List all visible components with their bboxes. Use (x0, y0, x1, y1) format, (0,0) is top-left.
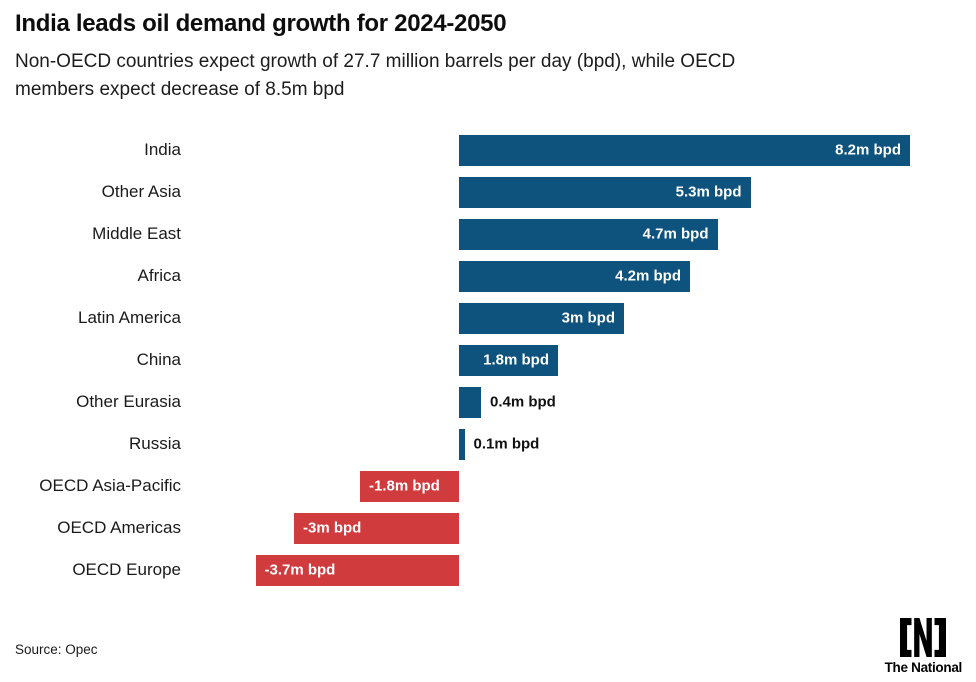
positive-bar: 5.3m bpd (459, 176, 751, 208)
chart-row: India 8.2m bpd (15, 129, 961, 171)
positive-bar: 8.2m bpd (459, 134, 910, 166)
plot-area: 3m bpd (181, 302, 961, 334)
positive-bar: 1.8m bpd (459, 344, 558, 376)
category-label: Other Asia (101, 182, 181, 201)
category-label: Africa (137, 266, 181, 285)
plot-area: 4.2m bpd (181, 260, 961, 292)
plot-area: -3m bpd (181, 512, 961, 544)
negative-bar: -3.7m bpd (255, 554, 459, 586)
value-label: 8.2m bpd (835, 141, 901, 159)
chart-row: Other Asia 5.3m bpd (15, 171, 961, 213)
chart-subtitle: Non-OECD countries expect growth of 27.7… (15, 48, 961, 104)
plot-area: 4.7m bpd (181, 218, 961, 250)
value-label: 0.4m bpd (490, 393, 556, 411)
page-title: India leads oil demand growth for 2024-2… (15, 10, 507, 37)
value-label: 1.8m bpd (483, 351, 549, 369)
negative-bar: -1.8m bpd (360, 470, 459, 502)
value-label: 5.3m bpd (675, 183, 742, 201)
the-national-logo: The National (885, 617, 962, 675)
category-label: Russia (129, 434, 181, 453)
positive-bar: 3m bpd (459, 302, 624, 334)
category-label: China (136, 350, 181, 369)
value-label: 3m bpd (561, 309, 615, 327)
category-label: India (144, 140, 181, 159)
positive-bar: 0.4m bpd (459, 386, 556, 418)
category-label: OECD Asia-Pacific (39, 476, 181, 495)
the-national-n-icon (900, 617, 947, 658)
plot-area: 8.2m bpd (181, 134, 961, 166)
chart-row: Middle East 4.7m bpd (15, 213, 961, 255)
positive-bar: 0.1m bpd (459, 428, 539, 460)
subtitle-line-1: Non-OECD countries expect growth of 27.7… (15, 51, 736, 72)
value-label: -3.7m bpd (264, 561, 336, 579)
chart-row: OECD Asia-Pacific -1.8m bpd (15, 465, 961, 507)
plot-area: 0.4m bpd (181, 386, 961, 418)
plot-area: 0.1m bpd (181, 428, 961, 460)
chart-row: OECD Americas -3m bpd (15, 507, 961, 549)
value-label: 4.2m bpd (615, 267, 681, 285)
chart-row: Latin America 3m bpd (15, 297, 961, 339)
bar-chart: India 8.2m bpd Other Asia 5.3m bpd Middle Ea… (15, 129, 961, 591)
logo-text: The National (884, 660, 963, 675)
plot-area: -1.8m bpd (181, 470, 961, 502)
subtitle-line-2: members expect decrease of 8.5m bpd (15, 79, 345, 100)
value-label: -3m bpd (303, 519, 362, 537)
chart-row: OECD Europe -3.7m bpd (15, 549, 961, 591)
chart-row: China 1.8m bpd (15, 339, 961, 381)
category-label: Other Eurasia (76, 392, 181, 411)
plot-area: -3.7m bpd (181, 554, 961, 586)
value-label: 0.1m bpd (473, 435, 540, 453)
value-label: 4.7m bpd (642, 225, 709, 243)
chart-row: Other Eurasia 0.4m bpd (15, 381, 961, 423)
category-label: Latin America (78, 308, 181, 327)
category-label: OECD Americas (57, 518, 181, 537)
source-note: Source: Opec (15, 642, 98, 657)
positive-bar: 4.7m bpd (459, 218, 718, 250)
chart-row: Russia 0.1m bpd (15, 423, 961, 465)
chart-row: Africa 4.2m bpd (15, 255, 961, 297)
category-label: OECD Europe (72, 560, 181, 579)
plot-area: 1.8m bpd (181, 344, 961, 376)
positive-bar: 4.2m bpd (459, 260, 690, 292)
negative-bar: -3m bpd (294, 512, 459, 544)
plot-area: 5.3m bpd (181, 176, 961, 208)
value-label: -1.8m bpd (369, 477, 440, 495)
category-label: Middle East (92, 224, 181, 243)
